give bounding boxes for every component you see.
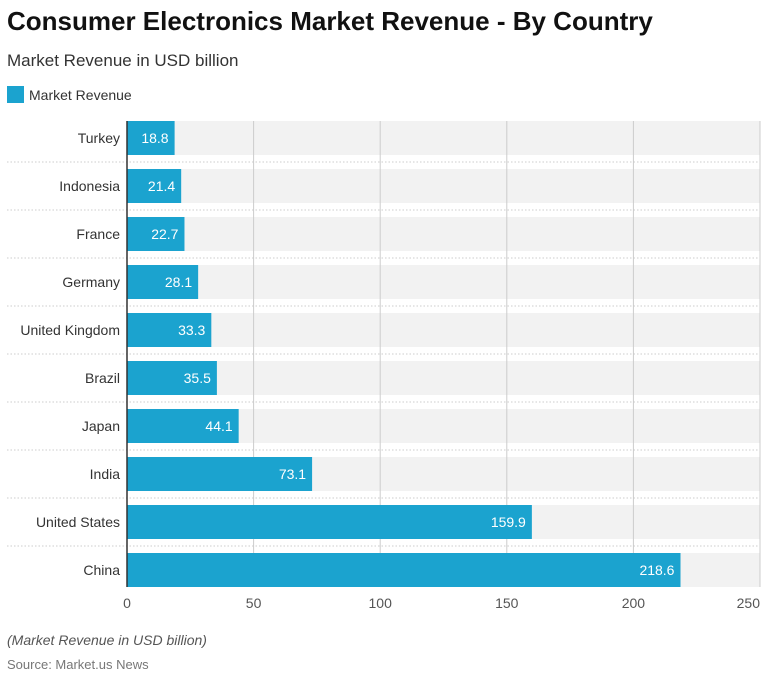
bar <box>127 457 313 491</box>
row-band <box>127 265 760 299</box>
chart-subtitle: Market Revenue in USD billion <box>7 51 239 70</box>
bar <box>127 409 239 443</box>
bar-value-label: 21.4 <box>148 178 175 194</box>
category-label: Japan <box>82 418 120 434</box>
bar <box>127 553 681 587</box>
bar-value-label: 73.1 <box>279 466 306 482</box>
category-label: France <box>76 226 120 242</box>
x-tick-label: 50 <box>246 595 262 611</box>
category-label: China <box>83 562 120 578</box>
chart-source: Source: Market.us News <box>7 657 149 672</box>
bar <box>127 121 175 155</box>
bar-value-label: 159.9 <box>491 514 526 530</box>
bar-value-label: 28.1 <box>165 274 192 290</box>
chart-note: (Market Revenue in USD billion) <box>7 632 207 648</box>
x-tick-label: 200 <box>622 595 646 611</box>
category-label: United Kingdom <box>20 322 120 338</box>
bar-value-label: 35.5 <box>184 370 211 386</box>
category-label: Brazil <box>85 370 120 386</box>
bar-value-label: 33.3 <box>178 322 205 338</box>
category-label: Germany <box>62 274 120 290</box>
row-band <box>127 217 760 251</box>
bar <box>127 505 532 539</box>
bar-value-label: 218.6 <box>639 562 674 578</box>
bar <box>127 169 182 203</box>
category-label: India <box>90 466 121 482</box>
bar <box>127 313 212 347</box>
bar-value-label: 22.7 <box>151 226 178 242</box>
x-tick-label: 100 <box>369 595 393 611</box>
bar-value-label: 18.8 <box>141 130 168 146</box>
x-tick-label: 0 <box>123 595 131 611</box>
bar <box>127 361 217 395</box>
row-band <box>127 169 760 203</box>
row-band <box>127 313 760 347</box>
legend-swatch <box>7 86 24 103</box>
category-label: Turkey <box>78 130 120 146</box>
legend-label: Market Revenue <box>29 86 132 103</box>
category-label: United States <box>36 514 120 530</box>
x-tick-label: 150 <box>495 595 519 611</box>
bar <box>127 217 185 251</box>
row-band <box>127 361 760 395</box>
bar <box>127 265 199 299</box>
x-tick-label: 250 <box>737 595 761 611</box>
category-label: Indonesia <box>59 178 120 194</box>
legend: Market Revenue <box>7 86 132 103</box>
row-band <box>127 121 760 155</box>
chart-title: Consumer Electronics Market Revenue - By… <box>7 6 653 36</box>
bar-value-label: 44.1 <box>205 418 232 434</box>
